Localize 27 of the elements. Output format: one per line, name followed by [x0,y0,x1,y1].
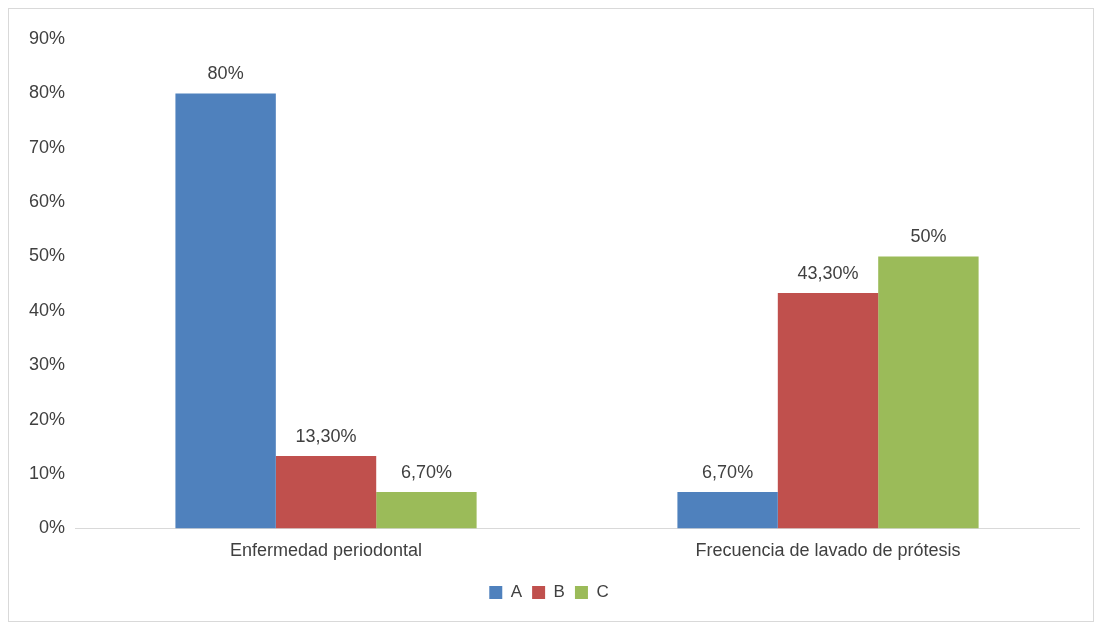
y-tick-label: 50% [29,245,66,266]
x-tick-label: Frecuencia de lavado de prótesis [695,540,961,561]
bar [878,256,979,529]
bar [677,491,778,529]
y-tick-label: 40% [29,299,66,320]
data-label: 6,70% [702,461,754,482]
bar [175,93,276,529]
bar [275,456,377,529]
data-label: 50% [910,226,947,247]
data-label: 80% [207,63,244,84]
data-label: 13,30% [295,426,357,447]
y-tick-label: 70% [29,136,66,157]
bar [376,491,477,529]
x-tick-label: Enfermedad periodontal [229,540,423,561]
legend-label: C [596,582,609,602]
legend-label: A [510,582,523,602]
y-tick-label: 20% [29,408,66,429]
legend-label: B [553,582,565,602]
y-tick-label: 0% [39,517,66,538]
data-label: 6,70% [400,461,452,482]
y-tick-label: 80% [29,82,66,103]
bar [777,292,879,529]
y-tick-label: 30% [29,354,66,375]
y-tick-label: 10% [29,462,66,483]
y-tick-label: 60% [29,191,66,212]
y-tick-label: 90% [29,27,66,48]
data-label: 43,30% [797,262,859,283]
